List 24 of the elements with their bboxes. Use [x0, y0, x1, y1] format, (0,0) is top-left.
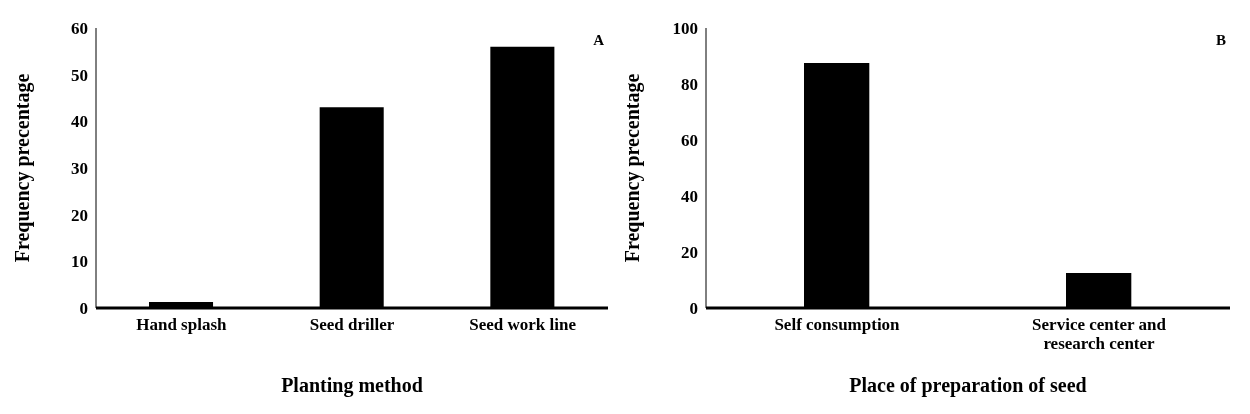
x-tick-label: Self consumption — [774, 315, 901, 334]
y-tick-label: 20 — [681, 243, 698, 263]
annotation: A — [593, 32, 604, 49]
y-tick-label: 10 — [71, 252, 88, 272]
y-tick-label: 60 — [71, 19, 88, 39]
x-axis-title: Planting method — [281, 374, 423, 397]
y-tick-label: 100 — [672, 19, 698, 39]
y-axis-title: Frequency precentage — [11, 73, 35, 263]
x-tick-label: Seed driller — [309, 315, 395, 334]
y-tick-label: 60 — [681, 131, 698, 151]
y-tick-label: 0 — [79, 299, 88, 319]
y-tick-label: 40 — [681, 187, 698, 207]
x-axis-title: Place of preparation of seed — [849, 374, 1087, 397]
y-tick-label: 30 — [71, 159, 88, 179]
y-tick-label: 80 — [681, 75, 698, 95]
annotation: B — [1215, 32, 1226, 49]
x-tick-label: Service center and research center — [1032, 315, 1167, 353]
x-tick-label: Hand splash — [136, 315, 227, 334]
y-axis-title: Frequency precentage — [621, 73, 645, 263]
x-tick-label: Seed work line — [469, 315, 577, 334]
y-tick-label: 50 — [71, 65, 88, 85]
y-tick-label: 20 — [71, 205, 88, 225]
y-tick-label: 40 — [71, 112, 88, 132]
y-tick-label: 0 — [689, 299, 698, 319]
